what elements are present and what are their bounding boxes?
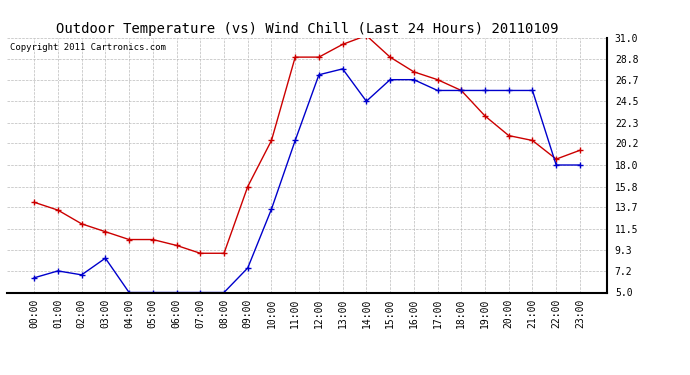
Title: Outdoor Temperature (vs) Wind Chill (Last 24 Hours) 20110109: Outdoor Temperature (vs) Wind Chill (Las… <box>56 22 558 36</box>
Text: Copyright 2011 Cartronics.com: Copyright 2011 Cartronics.com <box>10 43 166 52</box>
